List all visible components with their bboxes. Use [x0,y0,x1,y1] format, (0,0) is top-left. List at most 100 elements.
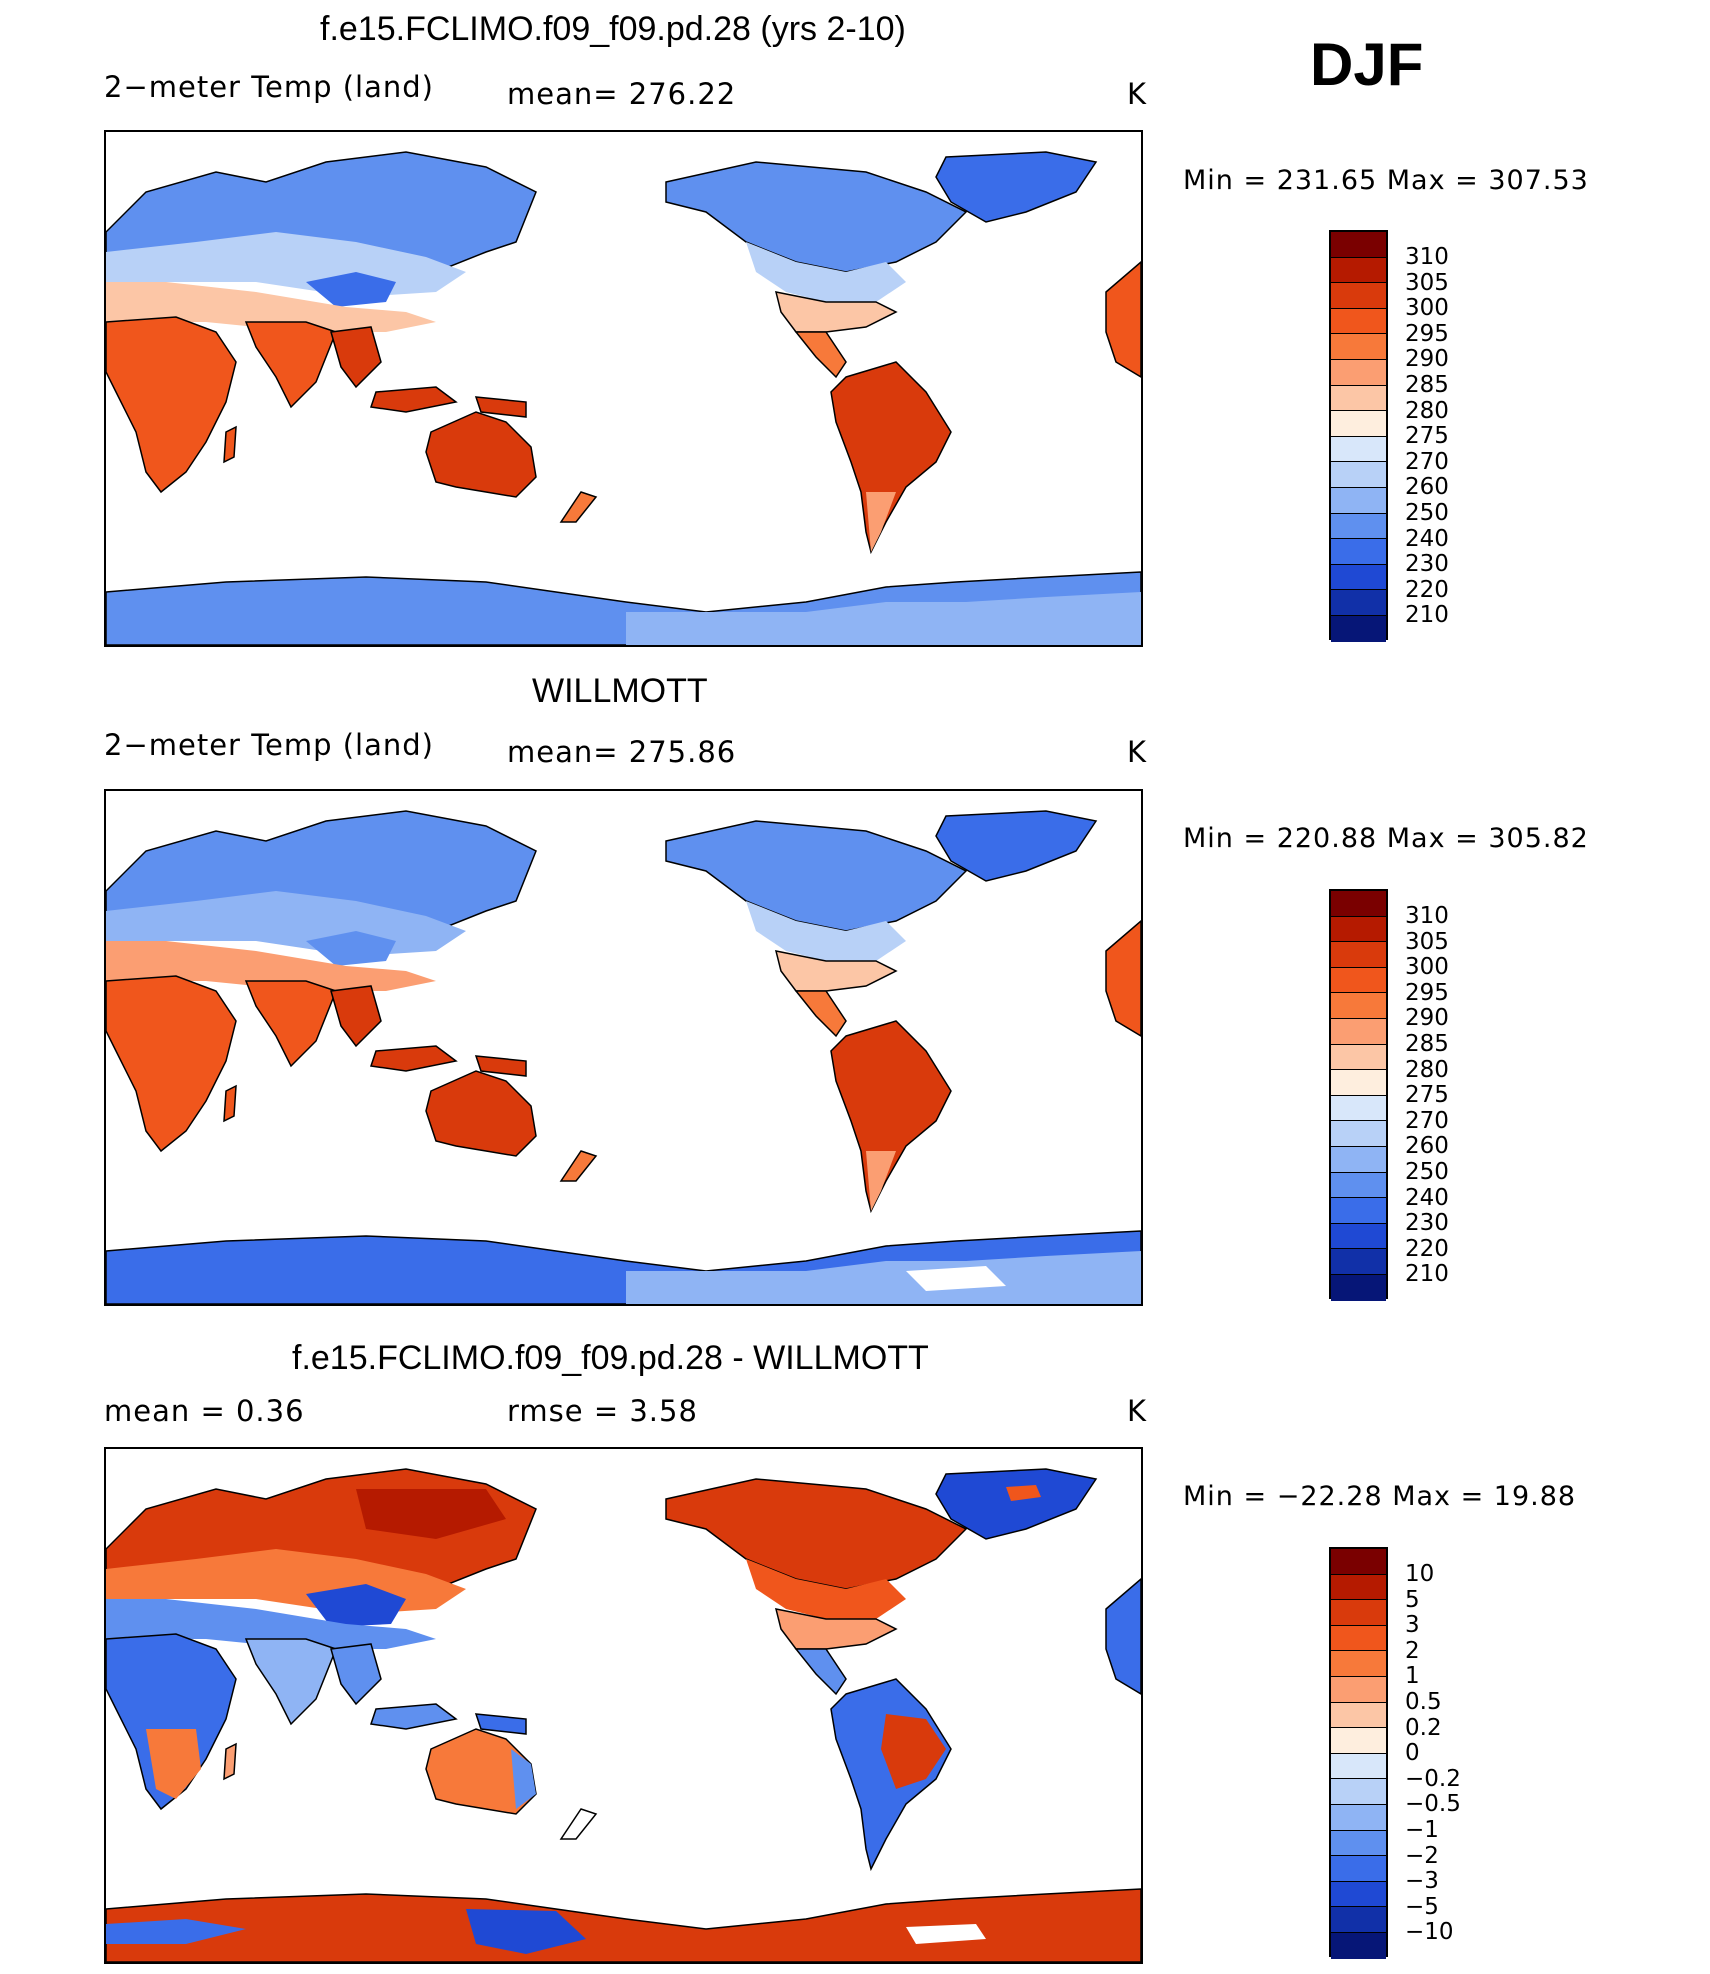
colorbar-swatch [1331,359,1386,386]
colorbar-label: 310 [1405,244,1449,270]
colorbar-label: 2 [1405,1638,1420,1664]
colorbar-swatch [1331,967,1386,994]
land-indonesia [370,1703,458,1730]
colorbar-label: 240 [1405,526,1449,552]
land-new-guinea [474,396,527,418]
land-india [244,980,337,1068]
colorbar-label: 295 [1405,321,1449,347]
colorbar-swatch [1331,1044,1386,1071]
land-greenland-center [1006,1485,1041,1501]
land-new-zealand [559,491,598,523]
land-west-africa-edge [1105,1578,1141,1695]
colorbar-label: 210 [1405,602,1449,628]
min-max-label: Min = −22.28 Max = 19.88 [1183,1481,1577,1512]
land-west-africa-edge [1105,920,1141,1037]
colorbar-label: 220 [1405,577,1449,603]
colorbar-label: 250 [1405,1159,1449,1185]
land-south-america [830,361,952,555]
colorbar-swatch [1331,891,1386,917]
land-north-america-south [774,291,898,333]
min-max-label: Min = 220.88 Max = 305.82 [1183,823,1589,854]
colorbar-label: 305 [1405,929,1449,955]
colorbar-swatch [1331,436,1386,463]
colorbar [1329,1547,1388,1959]
colorbar-swatch [1331,1625,1386,1652]
land-india [244,1638,337,1726]
land-north-america-south [774,950,898,992]
colorbar-swatch [1331,1198,1386,1224]
land-tibet [306,1584,406,1627]
land-seasia [330,1643,382,1706]
land-australia-east [511,1749,536,1809]
land-siberia-dark [356,1489,506,1539]
colorbar-swatch [1331,1172,1386,1199]
colorbar-label: 260 [1405,474,1449,500]
colorbar-label: 270 [1405,449,1449,475]
colorbar-label: 230 [1405,551,1449,577]
colorbar-swatch [1331,1881,1386,1908]
land-patagonia [866,1151,896,1211]
land-australia [425,1070,537,1157]
colorbar-swatch [1331,232,1386,258]
colorbar-swatch [1331,1907,1386,1933]
colorbar-label: 1 [1405,1663,1420,1689]
land-brazil [881,1714,946,1789]
colorbar-swatch [1331,590,1386,616]
land-new-guinea [474,1713,527,1735]
panel-title: f.e15.FCLIMO.f09_f09.pd.28 - WILLMOTT [292,1339,929,1377]
land-new-guinea [474,1055,527,1077]
map-canvas [106,1468,1141,1962]
land-seasia [330,985,382,1048]
land-antarctica-white [906,1924,986,1944]
colorbar-label: −0.2 [1405,1766,1461,1792]
colorbar-swatch [1331,487,1386,514]
land-south-america [830,1020,952,1214]
land-greenland [935,151,1098,223]
land-new-zealand [559,1808,598,1840]
land-asia-south [106,1599,436,1649]
rmse-label: rmse = 3.58 [507,1394,698,1428]
colorbar-swatch [1331,1651,1386,1677]
land-north-america-north [665,820,968,932]
colorbar-label: 0 [1405,1740,1420,1766]
colorbar-swatch [1331,1070,1386,1096]
colorbar-swatch [1331,462,1386,488]
colorbar-swatch [1331,257,1386,284]
land-tibet [306,931,396,966]
colorbar-label: 210 [1405,1261,1449,1287]
colorbar-swatch [1331,539,1386,565]
min-max-label: Min = 231.65 Max = 307.53 [1183,165,1589,196]
colorbar-swatch [1331,1018,1386,1045]
colorbar-label: 230 [1405,1210,1449,1236]
panel-title: WILLMOTT [532,672,708,710]
land-patagonia [866,492,896,552]
colorbar-label: −10 [1405,1919,1454,1945]
colorbar-label: 5 [1405,1587,1420,1613]
colorbar-label: 0.2 [1405,1715,1442,1741]
colorbar-swatch [1331,1856,1386,1882]
land-antarctica-blue [466,1909,586,1954]
colorbar-swatch [1331,1549,1386,1575]
mean-label: mean= 276.22 [507,77,737,111]
colorbar-label: 275 [1405,423,1449,449]
colorbar-swatch [1331,334,1386,360]
units-label: K [1127,735,1148,769]
land-north-america-south [774,1608,898,1650]
colorbar-swatch [1331,308,1386,335]
colorbar-swatch [1331,513,1386,540]
colorbar-label: 220 [1405,1236,1449,1262]
colorbar-swatch [1331,1121,1386,1147]
colorbar-label: 300 [1405,295,1449,321]
colorbar [1329,230,1388,642]
land-asia-south [106,941,436,991]
colorbar-swatch [1331,1249,1386,1275]
colorbar-label: −5 [1405,1894,1439,1920]
land-india [244,321,337,409]
colorbar-swatch [1331,1830,1386,1857]
colorbar-swatch [1331,1804,1386,1831]
land-australia [425,1728,537,1815]
colorbar-swatch [1331,916,1386,943]
temperature-map [104,130,1143,647]
land-africa [106,975,237,1153]
land-australia [425,411,537,498]
